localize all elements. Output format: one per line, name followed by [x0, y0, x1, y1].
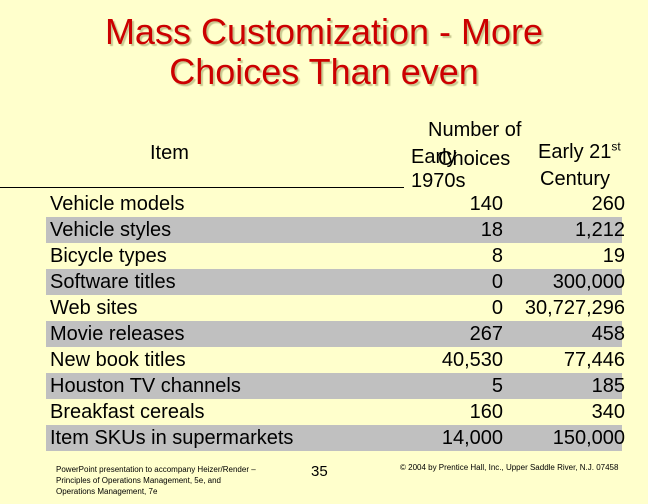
table-row: Breakfast cereals 160 340	[46, 399, 630, 425]
row-stripe	[46, 321, 622, 347]
row-value-21st: 340	[591, 401, 625, 423]
row-value-1970s: 14,000	[441, 427, 503, 449]
row-item: Vehicle models	[50, 193, 185, 215]
row-value-1970s: 18	[480, 219, 503, 241]
row-stripe	[46, 269, 622, 295]
row-value-1970s: 40,530	[441, 349, 503, 371]
row-value-1970s: 0	[491, 271, 503, 293]
header-number-of: Number of	[428, 119, 522, 141]
row-value-1970s: 0	[491, 297, 503, 319]
header-early-1970s: Early	[411, 146, 457, 168]
row-item: Bicycle types	[50, 245, 167, 267]
table-row: Houston TV channels 5 185	[46, 373, 630, 399]
header-century: Century	[540, 168, 611, 190]
footer-copyright: © 2004 by Prentice Hall, Inc., Upper Sad…	[400, 463, 619, 472]
table-row: Movie releases 267 458	[46, 321, 630, 347]
row-value-1970s: 267	[469, 323, 503, 345]
footer-credit: PowerPoint presentation to accompany Hei…	[56, 465, 256, 496]
row-value-21st: 185	[591, 375, 625, 397]
row-value-21st: 30,727,296	[524, 297, 625, 319]
row-value-21st: 458	[591, 323, 625, 345]
page-number: 35	[311, 463, 328, 480]
row-item: Vehicle styles	[50, 219, 172, 241]
row-value-1970s: 5	[491, 375, 503, 397]
row-value-21st: 300,000	[552, 271, 625, 293]
table-row: Software titles 0 300,000	[46, 269, 630, 295]
row-stripe	[46, 373, 622, 399]
table-row: Vehicle models 140 260	[46, 191, 630, 217]
row-item: Houston TV channels	[50, 375, 241, 397]
row-item: Item SKUs in supermarkets	[50, 427, 294, 449]
row-value-21st: 1,212	[574, 219, 625, 241]
table-row: New book titles 40,530 77,446	[46, 347, 630, 373]
row-value-21st: 260	[591, 193, 625, 215]
row-stripe	[46, 217, 622, 243]
row-value-1970s: 160	[469, 401, 503, 423]
slide-title: Mass Customization - More Choices Than e…	[104, 11, 544, 92]
row-item: Web sites	[50, 297, 138, 319]
header-item: Item	[150, 142, 189, 164]
header-choices: Choices	[438, 148, 511, 170]
table-row: Vehicle styles 18 1,212	[46, 217, 630, 243]
row-stripe	[46, 425, 622, 451]
row-item: Software titles	[50, 271, 176, 293]
table-row: Item SKUs in supermarkets 14,000 150,000	[46, 425, 630, 451]
row-value-1970s: 8	[491, 245, 503, 267]
row-value-1970s: 140	[469, 193, 503, 215]
table-row: Bicycle types 8 19	[46, 243, 630, 269]
header-early-21st: Early 21st	[538, 139, 621, 163]
row-value-21st: 150,000	[552, 427, 625, 449]
header-divider	[0, 187, 404, 188]
row-item: Movie releases	[50, 323, 185, 345]
row-item: Breakfast cereals	[50, 401, 205, 423]
row-value-21st: 77,446	[563, 349, 625, 371]
row-item: New book titles	[50, 349, 186, 371]
table-row: Web sites 0 30,727,296	[46, 295, 630, 321]
row-value-21st: 19	[602, 245, 625, 267]
header-1970s: 1970s	[411, 170, 466, 192]
